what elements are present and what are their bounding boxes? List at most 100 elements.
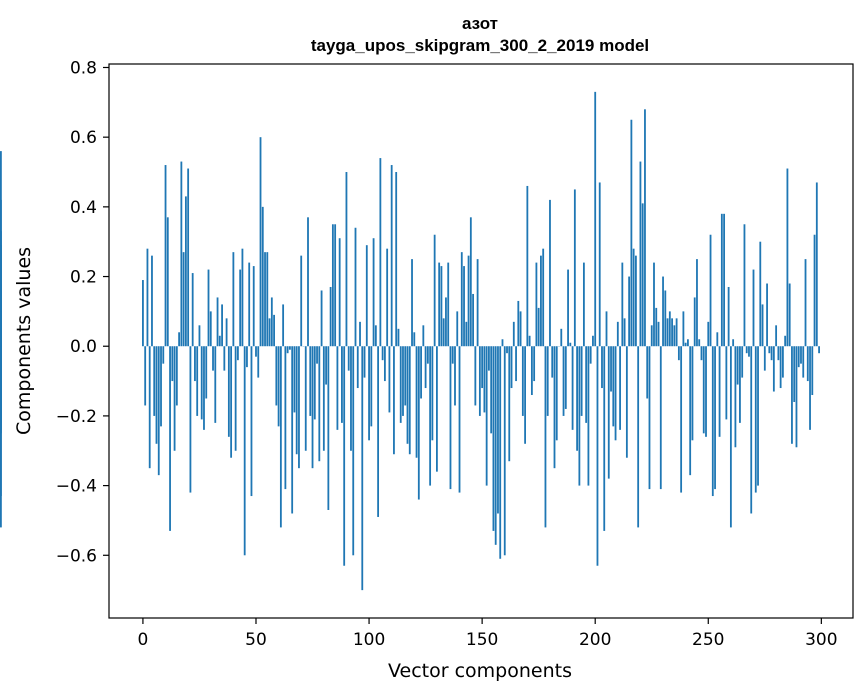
bar-79 [320, 290, 323, 347]
bar-134 [445, 297, 447, 347]
bar-98 [363, 346, 366, 378]
bar-224 [648, 346, 651, 490]
bar-45 [243, 346, 246, 556]
bar-44 [241, 248, 244, 347]
bar-283 [781, 346, 784, 378]
bar-245 [696, 259, 698, 347]
bar-216 [630, 119, 633, 347]
bar-142 [463, 266, 465, 347]
bar-214 [625, 346, 628, 458]
bar-221 [641, 203, 644, 347]
bar-91 [347, 346, 350, 371]
bar-104 [377, 346, 380, 517]
bar-266 [743, 224, 746, 347]
bar-0 [142, 280, 144, 347]
bar-272 [757, 346, 759, 486]
bar-250 [707, 321, 710, 347]
bar-61 [279, 346, 282, 528]
bar-199 [592, 335, 594, 347]
bar-165 [515, 346, 517, 382]
bar-239 [682, 311, 685, 347]
bar-248 [702, 346, 705, 434]
bar-100 [368, 346, 370, 441]
bar-99 [365, 245, 368, 347]
bar-118 [408, 346, 411, 455]
bar-285 [786, 168, 789, 347]
bar-32 [214, 346, 217, 423]
bar-85 [334, 224, 337, 347]
bar-128 [431, 346, 434, 441]
bar-146 [472, 293, 474, 347]
bar-197 [587, 346, 590, 486]
bar-185 [560, 328, 563, 347]
bar-243 [691, 346, 694, 441]
bar-202 [598, 182, 601, 347]
bar-132 [440, 266, 443, 347]
bar-267 [745, 346, 748, 354]
bar-282 [779, 346, 782, 389]
bar-234 [671, 318, 673, 347]
bar-160 [503, 346, 506, 556]
x-tick-label: 300 [805, 630, 837, 650]
bar-228 [657, 321, 660, 347]
bar-280 [775, 325, 778, 347]
bar-286 [788, 283, 791, 347]
bar-139 [456, 311, 459, 347]
bar-196 [585, 346, 588, 423]
bar-244 [693, 297, 696, 347]
bar-174 [535, 262, 538, 347]
bar-188 [567, 269, 569, 347]
bar-201 [596, 346, 599, 566]
bar-154 [490, 346, 493, 434]
bar-265 [741, 346, 744, 378]
bar-13 [171, 346, 174, 382]
bar-147 [474, 346, 477, 406]
bar-127 [429, 346, 432, 486]
y-tick-label: 0.6 [70, 128, 97, 148]
bar-82 [327, 346, 330, 510]
bar-15 [175, 346, 178, 406]
bar-120 [413, 332, 416, 347]
bar-209 [614, 346, 617, 441]
x-axis-label: Vector components [388, 660, 572, 682]
bar-210 [616, 321, 619, 347]
y-tick-label: −0.4 [56, 477, 97, 497]
bar-287 [791, 346, 793, 444]
bar-227 [655, 307, 658, 347]
bar-218 [635, 255, 637, 347]
bar-281 [777, 346, 780, 361]
bar-109 [388, 346, 391, 413]
bar-113 [397, 328, 400, 347]
bar-74 [309, 346, 312, 416]
bar-51 [257, 346, 260, 378]
bar-288 [793, 346, 796, 402]
bar-258 [725, 346, 728, 420]
bar-117 [406, 346, 409, 444]
bar-28 [205, 346, 208, 399]
bar-163 [510, 346, 513, 389]
bar-230 [662, 276, 664, 347]
bar-3 [148, 346, 151, 469]
bar-156 [494, 346, 497, 545]
bar-226 [653, 262, 655, 347]
bar-284 [784, 335, 787, 347]
bar-293 [804, 259, 807, 347]
bar-222 [644, 109, 646, 347]
bar-77 [316, 346, 318, 364]
bar-297 [813, 234, 816, 347]
bar-177 [542, 248, 545, 347]
bar-undefined [0, 346, 2, 528]
bar-276 [766, 283, 768, 347]
bar-14 [173, 346, 176, 451]
bar-271 [754, 346, 757, 493]
bar-242 [689, 346, 692, 476]
bar-137 [451, 346, 454, 364]
bar-130 [436, 346, 438, 472]
bar-29 [207, 269, 210, 347]
bar-70 [300, 255, 303, 347]
bar-26 [200, 346, 203, 420]
bar-122 [417, 346, 420, 500]
bar-164 [512, 321, 515, 347]
bar-125 [424, 346, 427, 389]
bar-81 [325, 346, 327, 385]
